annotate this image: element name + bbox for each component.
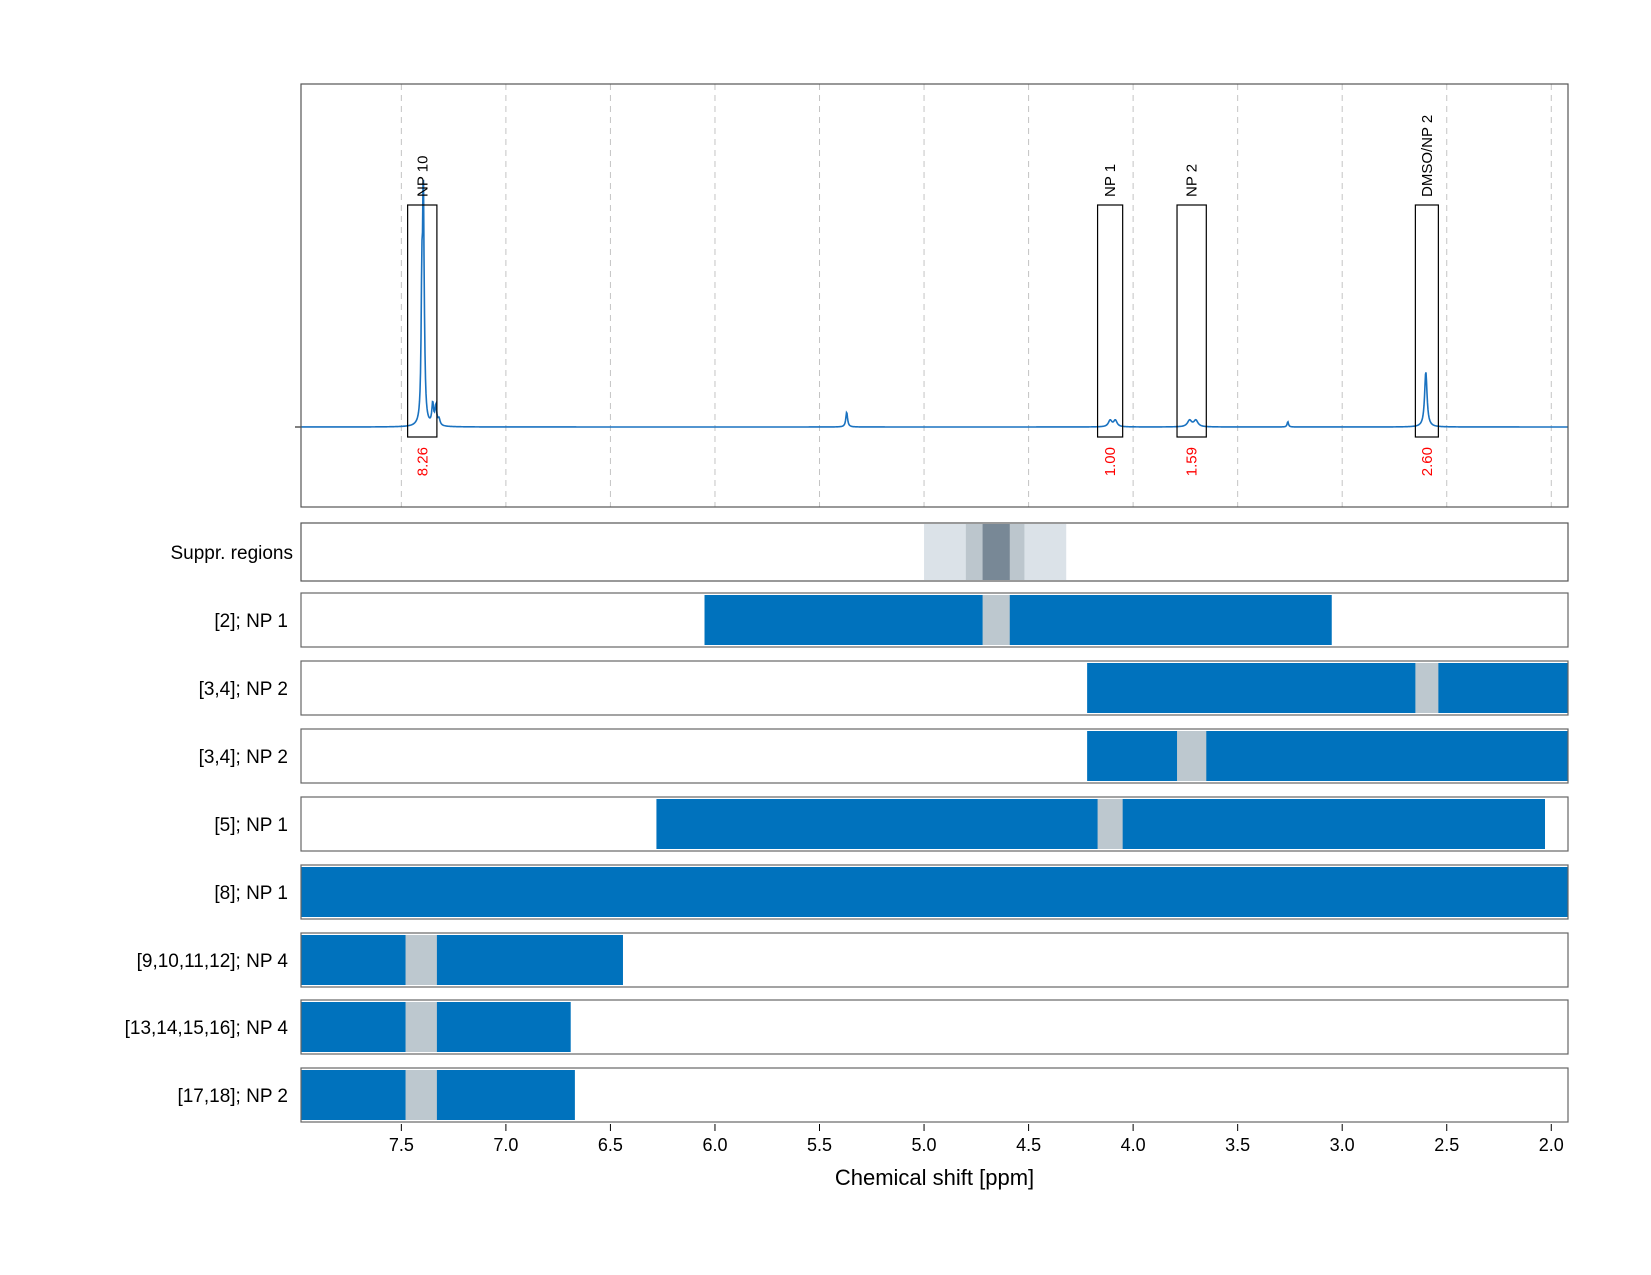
- integral-value-label: 1.59: [1184, 447, 1201, 476]
- assignment-row: [300, 728, 1569, 784]
- integral-value-label: 2.60: [1419, 447, 1436, 476]
- peak-box: [1176, 204, 1207, 438]
- x-tick-label: 4.5: [1016, 1135, 1041, 1155]
- peak-name-label: DMSO/NP 2: [1419, 115, 1436, 197]
- assignment-row: [300, 1067, 1569, 1123]
- row-label: [3,4]; NP 2: [199, 747, 288, 768]
- row-frame: [300, 660, 1569, 716]
- x-tick-label: 5.0: [912, 1135, 937, 1155]
- peak-name-label: NP 10: [414, 156, 431, 197]
- row-frame: [300, 728, 1569, 784]
- assignment-gap: [405, 1070, 437, 1120]
- assignment-band: [301, 1070, 575, 1120]
- assignment-row: [300, 592, 1569, 648]
- x-tick-label: 3.5: [1225, 1135, 1250, 1155]
- row-label: [5]; NP 1: [214, 815, 288, 836]
- assignment-row: [300, 660, 1569, 716]
- peak-box: [1096, 204, 1124, 438]
- row-frame: [300, 864, 1569, 920]
- peak-box: [407, 204, 438, 438]
- spectrum-line: [301, 179, 1568, 428]
- suppression-region: [982, 524, 1010, 580]
- x-tick-label: 6.0: [702, 1135, 727, 1155]
- peak-box: [1414, 204, 1439, 438]
- row-label: [13,14,15,16]; NP 4: [125, 1018, 289, 1039]
- x-tick-label: 3.0: [1330, 1135, 1355, 1155]
- x-tick-label: 7.5: [389, 1135, 414, 1155]
- assignment-band: [301, 935, 623, 985]
- assignment-band: [704, 595, 1332, 645]
- row-label: [17,18]; NP 2: [177, 1086, 288, 1107]
- x-axis: [400, 1124, 1552, 1131]
- row-frame: [300, 999, 1569, 1055]
- row-label: [8]; NP 1: [214, 883, 288, 904]
- row-frame: [300, 932, 1569, 988]
- suppression-panel-frame: [300, 522, 1569, 582]
- x-tick-label: 5.5: [807, 1135, 832, 1155]
- x-tick-label: 2.5: [1434, 1135, 1459, 1155]
- assignment-gap: [982, 595, 1010, 645]
- x-tick-label: 6.5: [598, 1135, 623, 1155]
- x-axis-title: Chemical shift [ppm]: [835, 1165, 1034, 1190]
- row-frame: [300, 796, 1569, 852]
- spectrum-grid: [400, 84, 1552, 507]
- assignment-band: [301, 867, 1568, 917]
- peak-name-label: NP 1: [1102, 164, 1119, 197]
- assignment-gap: [405, 935, 437, 985]
- row-label: [2]; NP 1: [214, 611, 288, 632]
- assignment-row: [300, 932, 1569, 988]
- assignment-gap: [405, 1002, 437, 1052]
- assignment-row: [300, 999, 1569, 1055]
- assignment-row: [300, 796, 1569, 852]
- row-frame: [300, 592, 1569, 648]
- row-frame: [300, 1067, 1569, 1123]
- assignment-row: [300, 864, 1569, 920]
- row-label: [3,4]; NP 2: [199, 679, 288, 700]
- peak-name-label: NP 2: [1184, 164, 1201, 197]
- integral-value-label: 8.26: [414, 447, 431, 476]
- spectrum-panel-frame: [300, 83, 1569, 508]
- assignment-band: [1087, 731, 1568, 781]
- suppression-row-label: Suppr. regions: [170, 543, 293, 564]
- assignment-gap: [1097, 799, 1123, 849]
- assignment-band: [1087, 663, 1568, 713]
- row-label: [9,10,11,12]; NP 4: [137, 951, 289, 972]
- x-tick-label: 4.0: [1121, 1135, 1146, 1155]
- x-tick-label: 7.0: [493, 1135, 518, 1155]
- assignment-gap: [1415, 663, 1439, 713]
- integral-value-label: 1.00: [1102, 447, 1119, 476]
- x-tick-label: 2.0: [1539, 1135, 1564, 1155]
- assignment-gap: [1177, 731, 1207, 781]
